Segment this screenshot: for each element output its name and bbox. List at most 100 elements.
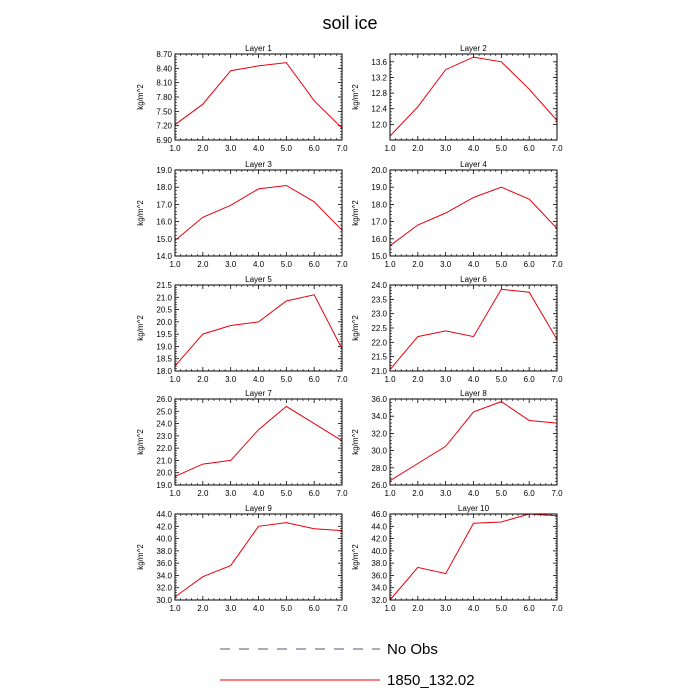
y-tick-label: 19.5: [156, 330, 172, 339]
x-tick-label: 4.0: [253, 375, 265, 384]
y-tick-label: 17.0: [156, 200, 172, 209]
y-tick-label: 8.70: [156, 50, 172, 59]
y-tick-label: 17.0: [371, 218, 387, 227]
y-tick-label: 22.0: [156, 444, 172, 453]
x-tick-label: 5.0: [496, 604, 508, 613]
y-tick-label: 20.0: [156, 469, 172, 478]
panel-layer-6: Layer 6 kg/m^2 21.0 21.5 22.0 22.5 23.0 23.5 24.…: [351, 275, 563, 384]
x-tick-label: 2.0: [412, 604, 424, 613]
x-tick-label: 6.0: [309, 260, 321, 269]
y-tick-label: 20.0: [371, 166, 387, 175]
x-tick-label: 6.0: [309, 489, 321, 498]
y-tick-label: 18.5: [156, 355, 172, 364]
x-tick-label: 6.0: [524, 489, 536, 498]
y-axis-label: kg/m^2: [136, 429, 145, 455]
plot-frame: [174, 398, 343, 486]
y-tick-label: 38.0: [371, 559, 387, 568]
y-tick-label: 22.5: [371, 324, 387, 333]
series-line: [174, 405, 343, 477]
panel-layer-4: Layer 4 kg/m^2 15.0 16.0 17.0 18.0 19.0 20.0 1.0…: [351, 160, 563, 269]
x-tick-label: 5.0: [496, 489, 508, 498]
y-tick-label: 21.5: [156, 281, 172, 290]
x-tick-label: 2.0: [197, 604, 209, 613]
y-axis-label: kg/m^2: [351, 200, 360, 226]
x-tick-label: 1.0: [384, 375, 396, 384]
x-tick-label: 1.0: [384, 144, 396, 153]
panels: Layer 1 kg/m^2 6.90 7.20 7.50 7.80 8.10 8.40 8.7…: [136, 44, 563, 613]
x-tick-label: 1.0: [169, 144, 181, 153]
x-tick-label: 4.0: [253, 144, 265, 153]
y-tick-label: 32.0: [371, 596, 387, 605]
plot-frame: [389, 398, 558, 486]
x-tick-label: 7.0: [551, 604, 563, 613]
x-tick-label: 4.0: [253, 260, 265, 269]
y-tick-label: 15.0: [156, 235, 172, 244]
y-tick-label: 24.0: [371, 281, 387, 290]
x-tick-label: 5.0: [496, 144, 508, 153]
plot-frame: [389, 284, 558, 372]
panel-layer-2: Layer 2 kg/m^2 12.0 12.4 12.8 13.2 13.6 1.0 2.0 3…: [351, 44, 563, 153]
y-tick-label: 46.0: [371, 510, 387, 519]
x-tick-label: 7.0: [551, 489, 563, 498]
x-tick-label: 6.0: [309, 144, 321, 153]
series-line: [174, 294, 343, 367]
y-axis-label: kg/m^2: [351, 429, 360, 455]
y-tick-label: 26.0: [371, 481, 387, 490]
panel-layer-5: Layer 5 kg/m^2 18.0 18.5 19.0 19.5 20.0 20.5 21.…: [136, 275, 348, 384]
series-line: [174, 62, 343, 129]
x-tick-label: 1.0: [169, 375, 181, 384]
y-tick-label: 16.0: [156, 218, 172, 227]
x-tick-label: 4.0: [253, 489, 265, 498]
y-tick-label: 21.5: [371, 353, 387, 362]
series-line: [389, 56, 558, 137]
y-tick-label: 21.0: [156, 456, 172, 465]
x-tick-label: 3.0: [225, 144, 237, 153]
plot-frame: [389, 53, 558, 141]
panel-layer-7: Layer 7 kg/m^2 19.0 20.0 21.0 22.0 23.0 24.0 25.…: [136, 389, 348, 498]
x-tick-label: 5.0: [281, 489, 293, 498]
x-tick-label: 3.0: [440, 604, 452, 613]
x-tick-label: 3.0: [225, 604, 237, 613]
y-tick-label: 8.10: [156, 79, 172, 88]
x-tick-label: 1.0: [384, 604, 396, 613]
x-tick-label: 1.0: [169, 260, 181, 269]
x-tick-label: 6.0: [309, 375, 321, 384]
y-tick-label: 40.0: [156, 535, 172, 544]
y-tick-label: 19.0: [371, 183, 387, 192]
y-axis-label: kg/m^2: [136, 544, 145, 570]
series-line: [174, 522, 343, 598]
x-tick-label: 3.0: [225, 375, 237, 384]
y-axis-label: kg/m^2: [351, 544, 360, 570]
x-tick-label: 6.0: [524, 260, 536, 269]
x-tick-label: 4.0: [468, 144, 480, 153]
x-tick-label: 1.0: [384, 260, 396, 269]
y-tick-label: 18.0: [371, 200, 387, 209]
x-tick-label: 3.0: [440, 260, 452, 269]
y-tick-label: 32.0: [156, 584, 172, 593]
y-tick-label: 40.0: [371, 547, 387, 556]
x-tick-label: 2.0: [412, 144, 424, 153]
series-line: [389, 288, 558, 370]
y-tick-label: 12.4: [371, 105, 387, 114]
y-tick-label: 16.0: [371, 235, 387, 244]
panel-layer-9: Layer 9 kg/m^2 30.0 32.0 34.0 36.0 38.0 40.0 42.…: [136, 504, 348, 613]
y-tick-label: 12.8: [371, 89, 387, 98]
x-tick-label: 7.0: [336, 144, 348, 153]
y-tick-label: 28.0: [371, 464, 387, 473]
x-tick-label: 7.0: [336, 489, 348, 498]
x-tick-label: 6.0: [309, 604, 321, 613]
plot-frame: [174, 513, 343, 601]
y-tick-label: 25.0: [156, 407, 172, 416]
panel-layer-8: Layer 8 kg/m^2 26.0 28.0 30.0 32.0 34.0 36.0 1.0…: [351, 389, 563, 498]
y-tick-label: 32.0: [371, 429, 387, 438]
plot-frame: [174, 53, 343, 141]
y-tick-label: 24.0: [156, 420, 172, 429]
x-tick-label: 1.0: [169, 489, 181, 498]
x-tick-label: 2.0: [197, 144, 209, 153]
x-tick-label: 7.0: [551, 144, 563, 153]
x-tick-label: 5.0: [281, 604, 293, 613]
x-tick-label: 4.0: [468, 604, 480, 613]
x-tick-label: 1.0: [169, 604, 181, 613]
plot-frame: [389, 169, 558, 257]
y-axis-label: kg/m^2: [136, 315, 145, 341]
